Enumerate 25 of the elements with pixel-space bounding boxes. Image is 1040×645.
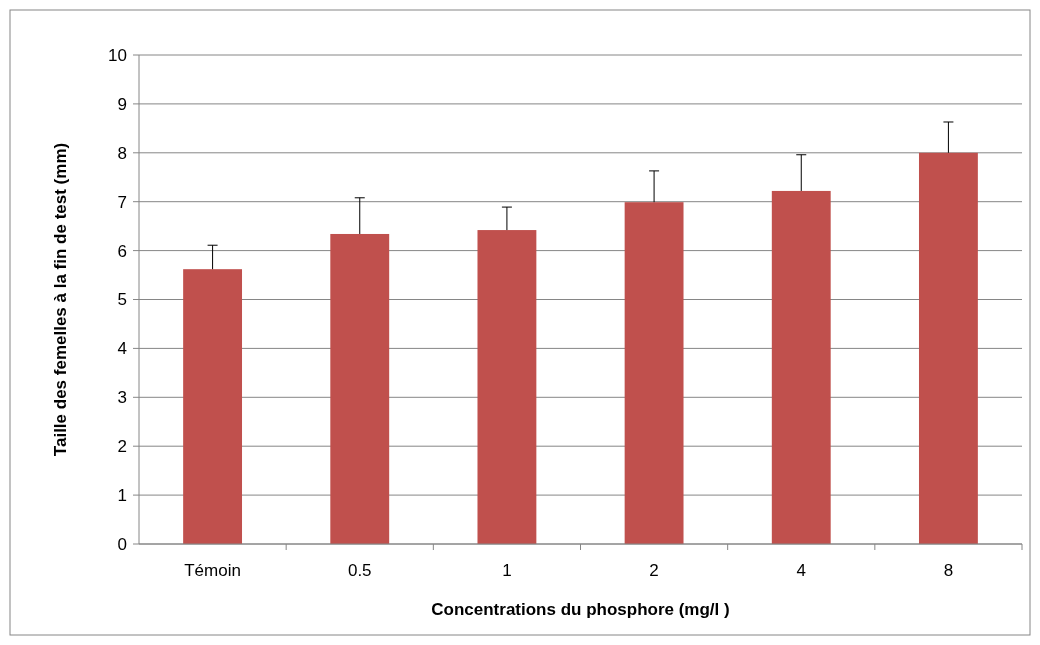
bar (477, 230, 537, 544)
y-tick-label: 2 (117, 437, 127, 457)
bar (918, 152, 978, 544)
bar (624, 202, 684, 544)
x-tick-label: 2 (649, 561, 659, 580)
y-tick-label: 1 (117, 486, 127, 506)
y-tick-label: 0 (117, 534, 127, 554)
y-tick-label: 8 (117, 143, 127, 163)
y-tick-label: 9 (117, 94, 127, 114)
x-tick-label: 4 (796, 561, 806, 580)
bar (771, 190, 831, 544)
x-tick-label: Témoin (184, 561, 241, 580)
y-tick-label: 3 (117, 388, 127, 408)
x-tick-label: 8 (943, 561, 954, 580)
y-tick-label: 4 (117, 339, 127, 359)
x-tick-label: 1 (502, 561, 512, 580)
x-tick-label: 0.5 (347, 561, 372, 580)
y-axis-title: Taille des femelles à la fin de test (mm) (51, 142, 70, 457)
y-tick-label: 7 (117, 192, 127, 212)
y-tick-label: 6 (117, 241, 127, 261)
x-axis-title: Concentrations du phosphore (mg/l ) (431, 600, 730, 619)
bar (183, 269, 243, 544)
bar (330, 233, 390, 544)
y-tick-label: 5 (117, 290, 127, 310)
y-tick-label: 10 (108, 45, 127, 65)
